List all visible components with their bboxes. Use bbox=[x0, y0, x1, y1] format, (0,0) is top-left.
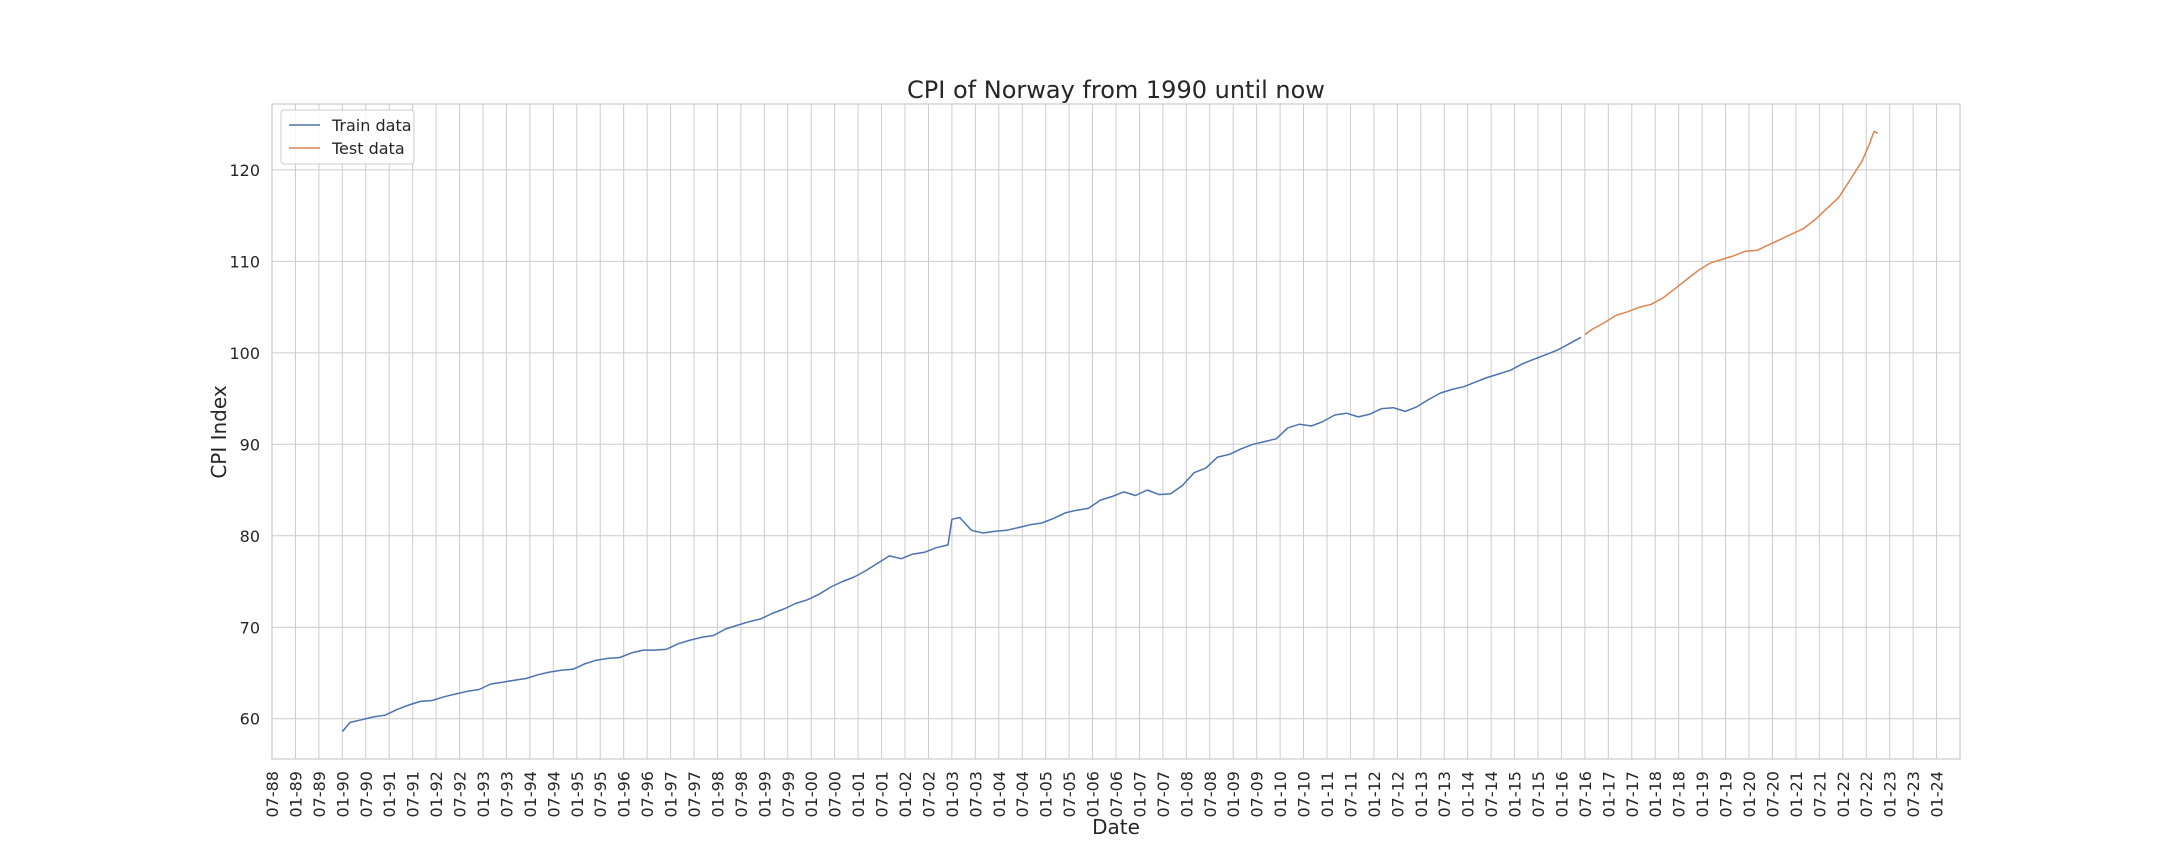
x-tick-label: 07-04 bbox=[1013, 771, 1032, 818]
x-tick-label: 07-99 bbox=[779, 771, 798, 818]
x-tick-label: 07-88 bbox=[263, 771, 282, 818]
x-tick-label: 07-90 bbox=[357, 771, 376, 818]
x-tick-label: 07-97 bbox=[685, 771, 704, 818]
x-tick-label: 07-16 bbox=[1576, 771, 1595, 818]
x-tick-label: 07-94 bbox=[544, 771, 563, 818]
x-tick-label: 01-22 bbox=[1834, 771, 1853, 818]
x-tick-label: 01-99 bbox=[755, 771, 774, 818]
x-tick-label: 01-02 bbox=[896, 771, 915, 818]
x-tick-label: 01-11 bbox=[1318, 771, 1337, 818]
legend-box bbox=[280, 109, 415, 165]
x-tick-label: 01-90 bbox=[333, 771, 352, 818]
y-axis-label: CPI Index bbox=[207, 385, 231, 479]
legend-label-train: Train data bbox=[331, 116, 412, 135]
x-tick-label: 07-11 bbox=[1341, 771, 1360, 818]
x-tick-label: 07-19 bbox=[1717, 771, 1736, 818]
x-tick-label: 01-93 bbox=[474, 771, 493, 818]
x-axis-label: Date bbox=[1092, 815, 1140, 839]
x-tick-label: 01-91 bbox=[380, 771, 399, 818]
legend: Train data Test data bbox=[280, 109, 415, 165]
y-tick-label: 110 bbox=[229, 252, 260, 271]
x-tick-label: 07-22 bbox=[1857, 771, 1876, 818]
x-tick-labels: 07-88 01-89 07-89 01-90 07-90 01-91 07-91 01-92… bbox=[263, 771, 1947, 818]
x-tick-label: 01-03 bbox=[943, 771, 962, 818]
x-tick-label: 07-13 bbox=[1435, 771, 1454, 818]
y-tick-label: 90 bbox=[240, 435, 260, 454]
x-tick-label: 07-06 bbox=[1107, 771, 1126, 818]
x-tick-label: 01-98 bbox=[708, 771, 727, 818]
x-tick-label: 01-14 bbox=[1459, 771, 1478, 818]
x-tick-label: 07-92 bbox=[451, 771, 470, 818]
x-tick-label: 07-20 bbox=[1763, 771, 1782, 818]
x-tick-label: 07-00 bbox=[826, 771, 845, 818]
x-tick-label: 01-09 bbox=[1224, 771, 1243, 818]
x-tick-label: 07-08 bbox=[1201, 771, 1220, 818]
x-tick-label: 01-23 bbox=[1881, 771, 1900, 818]
x-tick-label: 07-05 bbox=[1060, 771, 1079, 818]
series-line-test bbox=[1584, 130, 1879, 336]
x-tick-label: 01-92 bbox=[427, 771, 446, 818]
x-tick-label: 01-08 bbox=[1177, 771, 1196, 818]
series-lines bbox=[341, 130, 1879, 733]
x-tick-label: 01-15 bbox=[1506, 771, 1525, 818]
x-tick-label: 07-23 bbox=[1904, 771, 1923, 818]
y-tick-label: 60 bbox=[240, 710, 260, 729]
x-tick-label: 01-24 bbox=[1928, 771, 1947, 818]
x-tick-label: 07-18 bbox=[1670, 771, 1689, 818]
x-tick-label: 01-95 bbox=[568, 771, 587, 818]
x-tick-label: 01-17 bbox=[1599, 771, 1618, 818]
x-tick-label: 07-07 bbox=[1154, 771, 1173, 818]
x-tick-label: 07-09 bbox=[1248, 771, 1267, 818]
x-tick-label: 01-97 bbox=[662, 771, 681, 818]
x-tick-label: 01-12 bbox=[1365, 771, 1384, 818]
x-tick-label: 01-16 bbox=[1552, 771, 1571, 818]
x-tick-label: 07-12 bbox=[1388, 771, 1407, 818]
x-tick-label: 07-89 bbox=[310, 771, 329, 818]
x-tick-label: 07-93 bbox=[497, 771, 516, 818]
x-tick-label: 07-21 bbox=[1810, 771, 1829, 818]
x-tick-label: 01-10 bbox=[1271, 771, 1290, 818]
y-tick-label: 70 bbox=[240, 618, 260, 637]
legend-label-test: Test data bbox=[331, 139, 405, 158]
x-tick-label: 07-01 bbox=[873, 771, 892, 818]
x-tick-label: 07-91 bbox=[404, 771, 423, 818]
x-tick-label: 01-06 bbox=[1084, 771, 1103, 818]
x-tick-label: 01-18 bbox=[1646, 771, 1665, 818]
x-tick-label: 01-13 bbox=[1412, 771, 1431, 818]
x-tick-label: 07-17 bbox=[1623, 771, 1642, 818]
x-tick-label: 07-10 bbox=[1295, 771, 1314, 818]
x-tick-label: 01-01 bbox=[849, 771, 868, 818]
x-tick-label: 01-05 bbox=[1037, 771, 1056, 818]
y-tick-label: 80 bbox=[240, 527, 260, 546]
x-tick-label: 01-21 bbox=[1787, 771, 1806, 818]
x-tick-label: 01-20 bbox=[1740, 771, 1759, 818]
x-tick-label: 07-96 bbox=[638, 771, 657, 818]
x-tick-label: 01-96 bbox=[615, 771, 634, 818]
x-tick-label: 01-89 bbox=[286, 771, 305, 818]
y-tick-label: 100 bbox=[229, 344, 260, 363]
x-tick-label: 01-07 bbox=[1130, 771, 1149, 818]
x-tick-label: 07-95 bbox=[591, 771, 610, 818]
plot-frame bbox=[271, 103, 1961, 760]
y-tick-label: 120 bbox=[229, 161, 260, 180]
x-tick-label: 07-02 bbox=[919, 771, 938, 818]
x-tick-label: 07-98 bbox=[732, 771, 751, 818]
x-tick-label: 01-19 bbox=[1693, 771, 1712, 818]
series-line-train bbox=[341, 336, 1582, 733]
x-tick-label: 07-14 bbox=[1482, 771, 1501, 818]
x-tick-label: 01-00 bbox=[802, 771, 821, 818]
y-tick-labels: 60 70 80 90 100 110 120 bbox=[229, 161, 260, 729]
x-tick-label: 01-94 bbox=[521, 771, 540, 818]
x-tick-label: 01-04 bbox=[990, 771, 1009, 818]
x-tick-label: 07-15 bbox=[1529, 771, 1548, 818]
x-tick-label: 07-03 bbox=[966, 771, 985, 818]
chart-title: CPI of Norway from 1990 until now bbox=[907, 76, 1325, 104]
